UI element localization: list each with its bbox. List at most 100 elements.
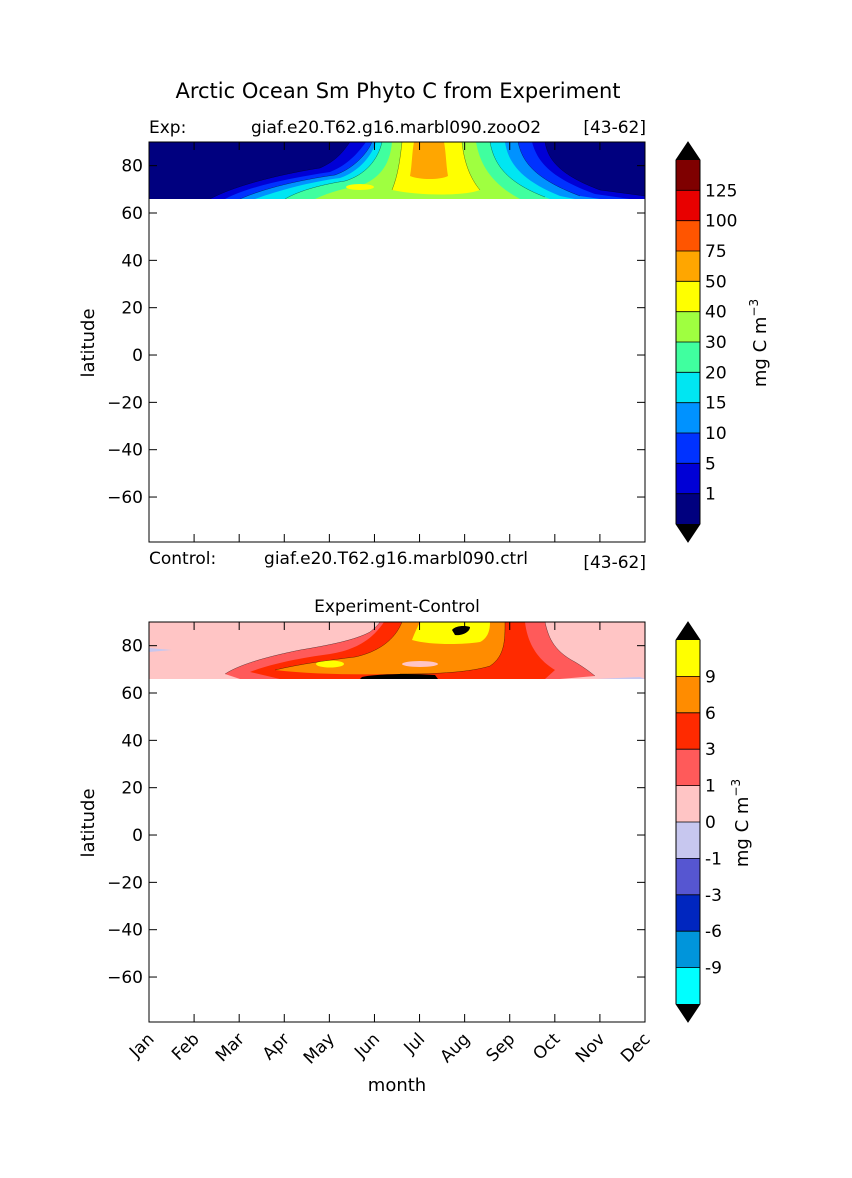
xtick-label-dec: Dec (617, 1029, 654, 1066)
exp-ytick-label: 60 (121, 204, 143, 224)
xtick-label-mar: Mar (212, 1029, 249, 1066)
diff-cbar-extend-min (676, 1004, 700, 1022)
diff-patch-yellow-may (316, 660, 344, 668)
diff-cbar-swatch (676, 676, 700, 713)
control-label: Control: (149, 549, 216, 569)
contour-level-40-patch (346, 184, 374, 190)
exp-cbar-tick-label: 15 (705, 394, 727, 414)
exp-ytick-label: −20 (107, 393, 143, 413)
exp-cbar-extend-min (676, 524, 700, 542)
experiment-panel: Exp: giaf.e20.T62.g16.marbl090.zooO2 [43… (78, 118, 646, 543)
diff-level-gt9 (412, 622, 490, 645)
diff-cbar-swatch (676, 858, 700, 895)
diff-ytick-label: 0 (132, 826, 143, 846)
diff-cbar-tick-label: 6 (705, 704, 716, 724)
exp-colorbar-label: mg C m−3 (747, 299, 771, 387)
exp-cbar-extend-max (676, 142, 700, 160)
exp-cbar-swatch (676, 372, 700, 403)
exp-ytick-label: −40 (107, 441, 143, 461)
diff-ytick-label: 20 (121, 779, 143, 799)
exp-cbar-tick-label: 100 (705, 212, 737, 232)
exp-cbar-swatch (676, 251, 700, 282)
diff-cbar-tick-label: 0 (705, 813, 716, 833)
exp-cbar-swatch (676, 220, 700, 251)
difference-colorbar: -9 -6 -3 -1 0 1 3 6 9 (675, 621, 722, 1023)
diff-extend-max-jul (360, 673, 438, 679)
xtick-label-aug: Aug (437, 1029, 475, 1067)
diff-cbar-tick-label: 1 (705, 777, 716, 797)
xtick-label-jan: Jan (125, 1029, 158, 1062)
diff-cbar-tick-label: 9 (705, 667, 716, 687)
exp-ytick-label: −60 (107, 488, 143, 508)
diff-ytick-label: −40 (107, 921, 143, 941)
diff-extend-max-aug (452, 626, 470, 636)
xtick-label-apr: Apr (259, 1029, 294, 1064)
exp-cbar-tick-label: 75 (705, 242, 727, 262)
exp-cbar-swatch (676, 463, 700, 494)
diff-ytick-label: −60 (107, 968, 143, 988)
diff-cbar-swatch (676, 785, 700, 822)
exp-cbar-tick-label: 40 (705, 303, 727, 323)
experiment-contour-field (149, 142, 645, 199)
diff-colorbar-label: mg C m−3 (729, 779, 753, 867)
exp-ytick-label: 0 (132, 346, 143, 366)
exp-ytick-label: 40 (121, 251, 143, 271)
diff-cbar-swatch (676, 640, 700, 677)
diff-ytick-label: 80 (121, 637, 143, 657)
diff-cbar-swatch (676, 967, 700, 1004)
difference-contour-field (149, 622, 645, 679)
exp-cbar-swatch (676, 311, 700, 342)
diff-plot-frame (148, 621, 646, 1023)
exp-cbar-swatch (676, 433, 700, 464)
diff-cbar-swatch (676, 749, 700, 786)
control-case-name: giaf.e20.T62.g16.marbl090.ctrl (264, 549, 528, 569)
figure-title: Arctic Ocean Sm Phyto C from Experiment (175, 79, 620, 103)
diff-cbar-tick-label: -3 (705, 886, 722, 906)
diff-ytick-label: −20 (107, 873, 143, 893)
diff-cbar-extend-max (676, 622, 700, 640)
diff-ytick-label: 40 (121, 731, 143, 751)
exp-cbar-tick-label: 10 (705, 424, 727, 444)
xtick-label-jun: Jun (350, 1029, 384, 1063)
exp-cbar-swatch (676, 160, 700, 191)
xtick-label-may: May (300, 1029, 339, 1068)
xtick-label-oct: Oct (529, 1029, 564, 1064)
xtick-label-jul: Jul (400, 1029, 429, 1058)
exp-ylabel: latitude (78, 308, 99, 377)
diff-cbar-tick-label: -1 (705, 849, 722, 869)
diff-cbar-swatch (676, 822, 700, 859)
diff-cbar-outline (675, 621, 701, 1023)
exp-ytick-label: 80 (121, 157, 143, 177)
diff-cbar-swatch (676, 931, 700, 968)
difference-title: Experiment-Control (314, 597, 480, 617)
exp-cbar-swatch (676, 342, 700, 373)
exp-cbar-swatch (676, 190, 700, 221)
exp-cbar-tick-label: 5 (705, 454, 716, 474)
exp-years: [43-62] (583, 118, 646, 138)
diff-patch-pink-jul (402, 661, 438, 667)
diff-cbar-swatch (676, 712, 700, 750)
exp-cbar-swatch (676, 402, 700, 433)
diff-cbar-tick-label: -6 (705, 922, 722, 942)
exp-cbar-tick-label: 50 (705, 272, 727, 292)
x-axis-label: month (368, 1075, 426, 1096)
exp-cbar-swatch (676, 281, 700, 312)
exp-cbar-outline (675, 141, 701, 543)
exp-cbar-tick-label: 125 (705, 181, 737, 201)
diff-ylabel: latitude (78, 788, 99, 857)
diff-neg-patch-dec (596, 677, 645, 679)
exp-cbar-tick-label: 1 (705, 485, 716, 505)
diff-cbar-tick-label: 3 (705, 740, 716, 760)
difference-panel: Control: giaf.e20.T62.g16.marbl090.ctrl … (78, 549, 655, 1096)
exp-plot-frame (148, 141, 646, 543)
exp-case-name: giaf.e20.T62.g16.marbl090.zooO2 (251, 118, 541, 138)
diff-neg-patch-jan (149, 648, 172, 652)
exp-label: Exp: (149, 118, 186, 138)
xtick-label-sep: Sep (482, 1029, 519, 1066)
exp-cbar-swatch (676, 493, 700, 524)
xtick-label-feb: Feb (168, 1029, 203, 1064)
diff-ytick-label: 60 (121, 684, 143, 704)
diff-cbar-tick-label: -9 (705, 959, 722, 979)
